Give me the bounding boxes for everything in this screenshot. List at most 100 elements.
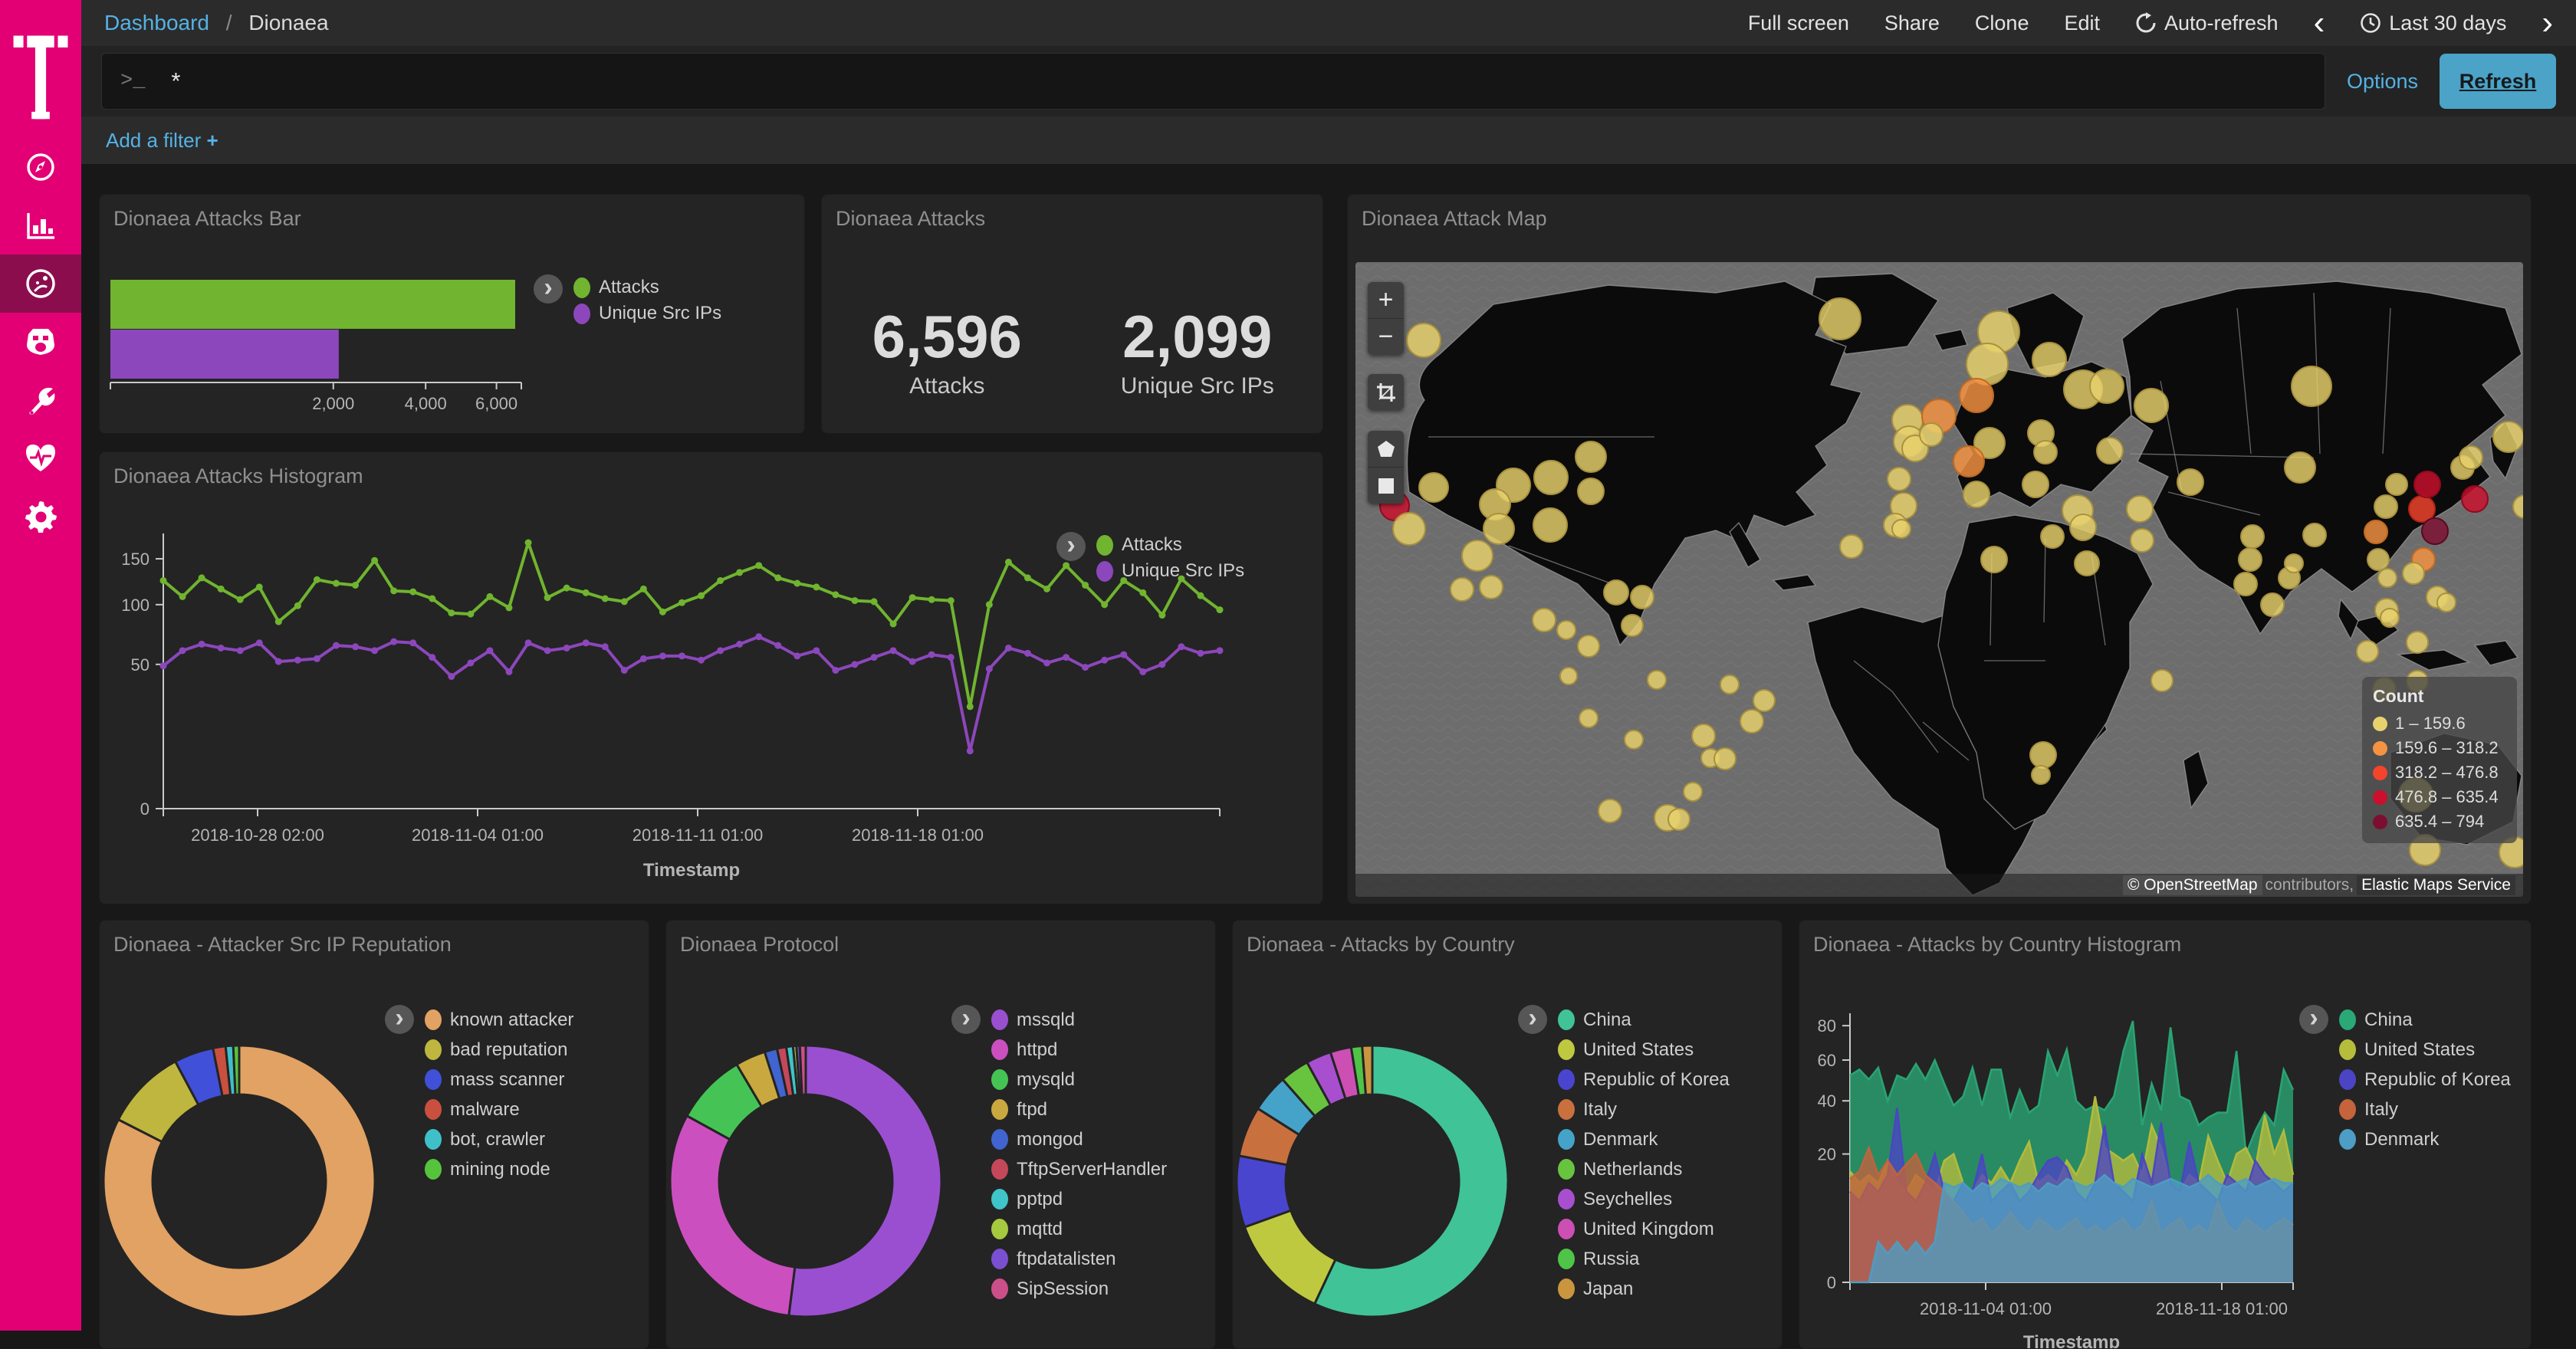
zoom-in-icon[interactable]: +	[1368, 282, 1404, 318]
compass-icon	[27, 153, 54, 181]
legend-item[interactable]: TftpServerHandler	[991, 1154, 1167, 1184]
legend-label: malware	[450, 1098, 520, 1120]
legend-item[interactable]: pptpd	[991, 1184, 1167, 1214]
legend-item[interactable]: United States	[1558, 1035, 1730, 1065]
legend-color-dot	[1096, 560, 1113, 582]
legend-item[interactable]: Unique Src IPs	[1096, 558, 1244, 584]
legend-item[interactable]: mongod	[991, 1124, 1167, 1154]
svg-text:20: 20	[1818, 1145, 1836, 1164]
osm-attribution-link[interactable]: © OpenStreetMap	[2122, 875, 2262, 895]
legend-color-dot	[1558, 1099, 1575, 1120]
share-button[interactable]: Share	[1884, 11, 1940, 34]
protocol-donut-chart[interactable]	[666, 921, 1215, 1348]
rectangle-icon[interactable]	[1368, 467, 1404, 504]
legend-item[interactable]: China	[1558, 1005, 1730, 1035]
legend-collapse-icon[interactable]: ›	[385, 1003, 414, 1034]
legend-item[interactable]: United Kingdom	[1558, 1214, 1730, 1244]
monster-icon	[27, 329, 54, 355]
legend-collapse-icon[interactable]: ›	[2299, 1003, 2328, 1034]
legend-collapse-icon[interactable]: ›	[951, 1003, 981, 1034]
edit-button[interactable]: Edit	[2064, 11, 2100, 34]
legend-label: Attacks	[599, 277, 659, 297]
full-screen-button[interactable]: Full screen	[1747, 11, 1849, 34]
legend-item[interactable]: Denmark	[1558, 1124, 1730, 1154]
legend-label: United States	[1583, 1039, 1694, 1060]
legend-item[interactable]: known attacker	[425, 1005, 573, 1035]
legend-item[interactable]: mysqld	[991, 1065, 1167, 1095]
legend-collapse-icon[interactable]: ›	[1056, 530, 1086, 561]
legend-collapse-icon[interactable]: ›	[1518, 1003, 1547, 1034]
legend-item[interactable]: Attacks	[573, 274, 721, 300]
legend-color-dot	[991, 1039, 1008, 1060]
legend-color-dot	[1558, 1039, 1575, 1060]
sidebar-item-dashboard[interactable]	[0, 254, 81, 313]
sidebar-item-monitoring[interactable]	[0, 429, 81, 487]
legend-item[interactable]: bad reputation	[425, 1035, 573, 1065]
search-input[interactable]: >_ *	[101, 53, 2325, 110]
breadcrumb-dashboard-link[interactable]: Dashboard	[104, 11, 209, 34]
legend-item[interactable]: Republic of Korea	[1558, 1065, 1730, 1095]
legend-item[interactable]: Italy	[1558, 1095, 1730, 1124]
sidebar-item-visualize[interactable]	[0, 196, 81, 254]
legend-item[interactable]: mssqld	[991, 1005, 1167, 1035]
legend-color-dot	[1558, 1219, 1575, 1239]
legend-item[interactable]: Italy	[2339, 1095, 2511, 1124]
legend-item[interactable]: Republic of Korea	[2339, 1065, 2511, 1095]
legend-item[interactable]: Japan	[1558, 1274, 1730, 1304]
legend-label: Attacks	[1122, 534, 1182, 555]
legend-item[interactable]: httpd	[991, 1035, 1167, 1065]
country-donut-chart[interactable]	[1233, 921, 1782, 1348]
crop-icon[interactable]	[1368, 374, 1404, 410]
legend-item[interactable]: bot, crawler	[425, 1124, 573, 1154]
auto-refresh-button[interactable]: Auto-refresh	[2135, 11, 2279, 35]
legend-item[interactable]: ftpdatalisten	[991, 1244, 1167, 1274]
options-link[interactable]: Options	[2346, 69, 2418, 93]
legend-item[interactable]: mqttd	[991, 1214, 1167, 1244]
legend-item[interactable]: Denmark	[2339, 1124, 2511, 1154]
legend-label: ftpd	[1017, 1098, 1048, 1120]
refresh-button[interactable]: Refresh	[2440, 54, 2556, 109]
attacks-histogram-chart[interactable]: 0 50 100 150 2018-10-28 02:00 2018-11-04 01:0…	[100, 452, 1322, 904]
legend-item[interactable]: Seychelles	[1558, 1184, 1730, 1214]
legend-item[interactable]: SipSession	[991, 1274, 1167, 1304]
panel-title: Dionaea Attacks	[836, 207, 986, 230]
legend-item[interactable]: ftpd	[991, 1095, 1167, 1124]
legend-label: Denmark	[2364, 1128, 2440, 1150]
legend-item[interactable]: Unique Src IPs	[573, 300, 721, 327]
legend-item[interactable]: Attacks	[1096, 532, 1244, 558]
legend-item[interactable]: Netherlands	[1558, 1154, 1730, 1184]
legend-collapse-icon[interactable]: ›	[534, 273, 563, 304]
telekom-logo[interactable]	[0, 0, 81, 138]
zoom-out-icon[interactable]: −	[1368, 318, 1404, 355]
sidebar-item-devtools[interactable]	[0, 371, 81, 429]
legend-item[interactable]: malware	[425, 1095, 573, 1124]
polygon-icon[interactable]	[1368, 431, 1404, 467]
legend-label: United Kingdom	[1583, 1218, 1714, 1239]
time-range-picker[interactable]: Last 30 days	[2360, 11, 2506, 35]
panel-title: Dionaea Attacks Histogram	[113, 464, 363, 487]
sidebar-item-management[interactable]	[0, 487, 81, 546]
reputation-donut-chart[interactable]	[100, 921, 649, 1348]
map-legend-range: 1 – 159.6	[2395, 714, 2466, 733]
legend-label: Japan	[1583, 1278, 1634, 1299]
add-filter-link[interactable]: Add a filter +	[106, 128, 219, 152]
sidebar-item-discover[interactable]	[0, 138, 81, 196]
svg-text:2018-11-11 01:00: 2018-11-11 01:00	[632, 825, 763, 845]
world-map[interactable]: + − Count 1 – 159.6 159.6 – 318.2 318.2 – …	[1355, 262, 2523, 897]
wrench-icon	[29, 387, 55, 415]
bar-chart-icon	[27, 213, 54, 239]
ems-attribution-link[interactable]: Elastic Maps Service	[2357, 875, 2515, 895]
sidebar-item-tpot[interactable]	[0, 313, 81, 371]
map-legend-item: 159.6 – 318.2	[2373, 736, 2506, 760]
chart-legend: › Attacks Unique Src IPs	[1056, 530, 1244, 584]
clone-button[interactable]: Clone	[1974, 11, 2029, 34]
legend-item[interactable]: mining node	[425, 1154, 573, 1184]
legend-item[interactable]: mass scanner	[425, 1065, 573, 1095]
breadcrumb-current: Dionaea	[248, 11, 329, 34]
legend-item[interactable]: China	[2339, 1005, 2511, 1035]
metric-label: Unique Src IPs	[1120, 373, 1274, 399]
chart-legend: › known attacker bad reputation mass scann…	[385, 1003, 573, 1184]
legend-item[interactable]: Russia	[1558, 1244, 1730, 1274]
legend-item[interactable]: United States	[2339, 1035, 2511, 1065]
attacks-bar-chart[interactable]: 2,000 4,000 6,000	[100, 195, 804, 433]
